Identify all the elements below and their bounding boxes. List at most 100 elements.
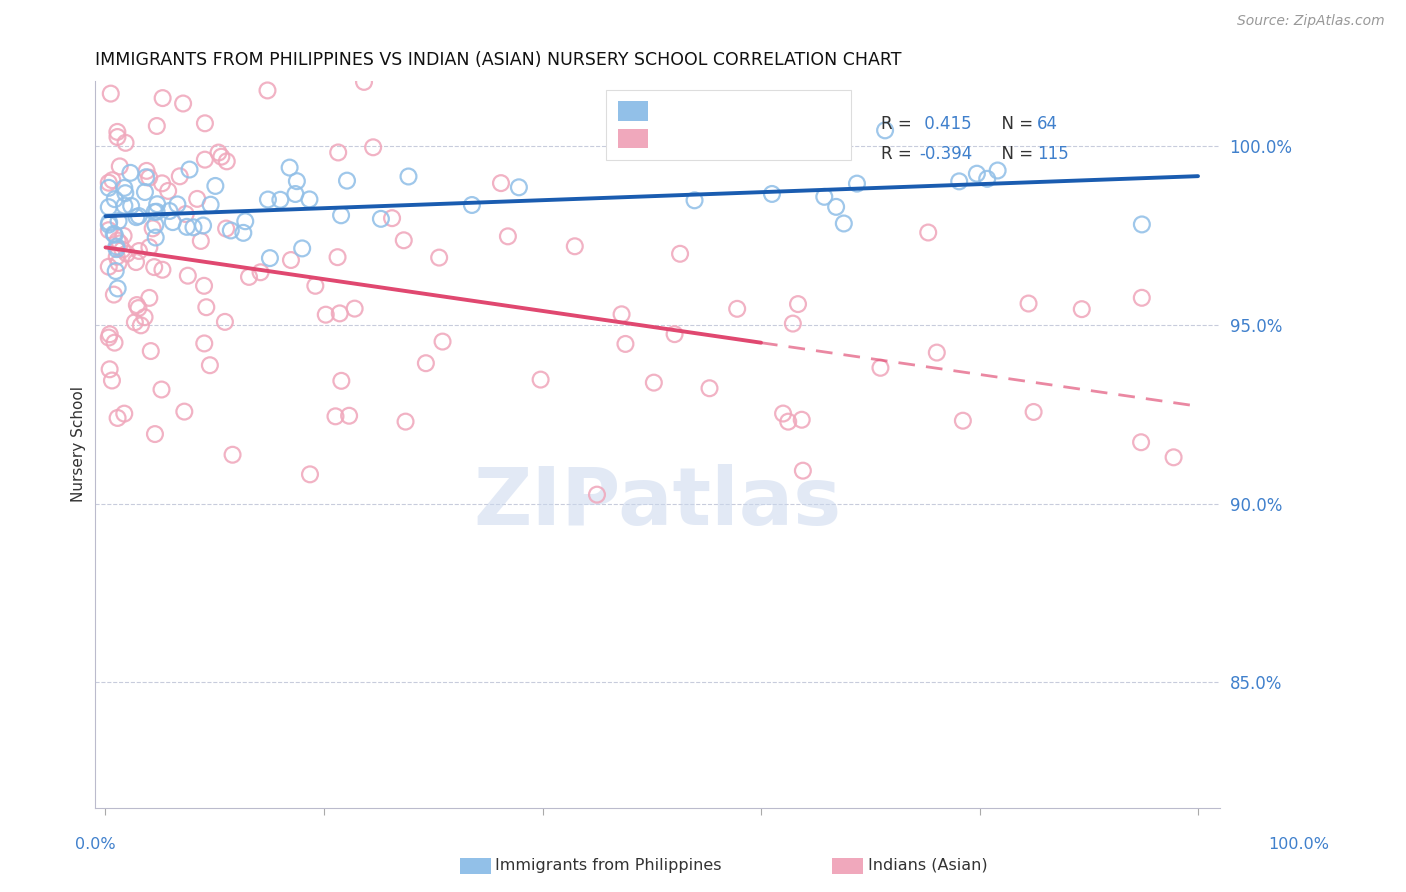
Point — [330, 208, 353, 222]
Point — [191, 219, 214, 233]
Point — [97, 330, 120, 344]
Point — [792, 464, 814, 478]
Point — [186, 192, 208, 206]
Point — [97, 260, 120, 274]
Point — [233, 214, 256, 228]
Point — [200, 197, 222, 211]
Point — [489, 176, 512, 190]
Point — [135, 170, 157, 185]
Text: Immigrants from Philippines: Immigrants from Philippines — [495, 858, 721, 872]
Point — [105, 239, 128, 253]
Point — [125, 298, 148, 312]
Point — [298, 467, 321, 482]
Point — [173, 404, 195, 418]
Y-axis label: Nursery School: Nursery School — [72, 386, 86, 502]
Point — [129, 318, 152, 333]
Point — [107, 234, 129, 248]
Point — [152, 91, 174, 105]
Text: IMMIGRANTS FROM PHILIPPINES VS INDIAN (ASIAN) NURSERY SCHOOL CORRELATION CHART: IMMIGRANTS FROM PHILIPPINES VS INDIAN (A… — [94, 51, 901, 69]
Point — [586, 488, 609, 502]
Point — [124, 315, 146, 329]
Point — [103, 335, 125, 350]
Point — [120, 166, 142, 180]
Point — [112, 199, 135, 213]
Point — [725, 301, 748, 316]
Point — [146, 119, 169, 133]
Point — [325, 409, 347, 424]
Point — [772, 407, 794, 421]
Point — [232, 226, 254, 240]
Point — [394, 415, 416, 429]
Point — [134, 310, 156, 325]
Point — [108, 160, 131, 174]
Point — [361, 140, 384, 154]
Point — [143, 205, 166, 219]
Point — [1018, 296, 1040, 310]
Point — [111, 243, 134, 257]
Text: ZIPatlas: ZIPatlas — [472, 464, 841, 541]
Point — [103, 227, 125, 241]
Point — [398, 169, 420, 184]
Point — [104, 227, 127, 242]
Point — [145, 204, 167, 219]
Point — [107, 130, 129, 145]
Point — [249, 265, 271, 279]
Point — [415, 356, 437, 370]
Point — [97, 223, 120, 237]
Point — [508, 180, 530, 194]
Point — [104, 192, 127, 206]
Point — [98, 362, 121, 376]
Point — [143, 427, 166, 442]
Point — [145, 218, 167, 232]
Point — [610, 307, 633, 321]
Point — [952, 414, 974, 428]
Point — [1022, 405, 1045, 419]
Point — [157, 184, 180, 198]
Point — [101, 173, 124, 187]
Point — [179, 162, 201, 177]
Point — [669, 247, 692, 261]
Point — [98, 215, 121, 229]
Point — [183, 220, 205, 235]
Point — [177, 268, 200, 283]
Point — [353, 75, 375, 89]
Point — [269, 193, 291, 207]
Point — [103, 287, 125, 301]
Point — [530, 373, 553, 387]
Point — [134, 185, 156, 199]
Point — [976, 171, 998, 186]
Point — [143, 260, 166, 274]
Point — [176, 219, 198, 234]
Point — [427, 251, 450, 265]
Point — [145, 230, 167, 244]
Point — [194, 153, 217, 167]
Text: 64: 64 — [1036, 115, 1057, 133]
Point — [127, 301, 149, 315]
Point — [782, 317, 804, 331]
Point — [97, 176, 120, 190]
Point — [108, 236, 131, 251]
Point — [166, 197, 188, 211]
Point — [917, 226, 939, 240]
Point — [150, 177, 173, 191]
Point — [112, 181, 135, 195]
Point — [683, 194, 706, 208]
Point — [337, 409, 360, 423]
Point — [832, 217, 855, 231]
Point — [209, 150, 232, 164]
Point — [135, 164, 157, 178]
Point — [194, 116, 217, 130]
Point — [195, 300, 218, 314]
Point — [343, 301, 366, 316]
Point — [104, 264, 127, 278]
Point — [125, 210, 148, 224]
Point — [150, 383, 173, 397]
Point — [987, 163, 1010, 178]
Point — [169, 169, 191, 184]
Text: 0.0%: 0.0% — [76, 838, 115, 852]
Point — [328, 145, 350, 160]
Point — [285, 174, 308, 188]
Point — [392, 233, 415, 247]
Point — [193, 336, 215, 351]
Point — [330, 374, 353, 388]
